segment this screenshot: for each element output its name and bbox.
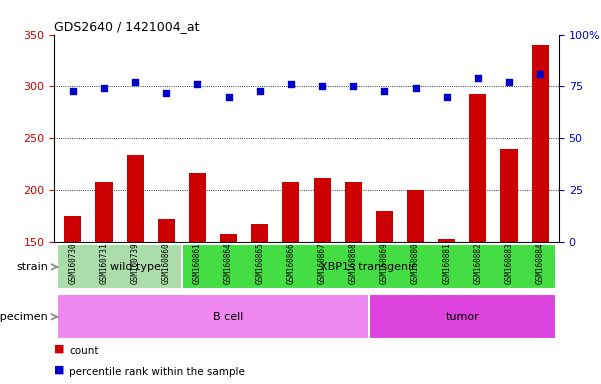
Bar — [532, 45, 549, 242]
Text: count: count — [69, 346, 99, 356]
Text: GSM160883: GSM160883 — [505, 242, 514, 283]
Point — [193, 81, 203, 88]
Text: GSM160869: GSM160869 — [380, 242, 389, 283]
Text: GSM160880: GSM160880 — [411, 242, 420, 283]
Bar — [127, 155, 144, 242]
Text: strain: strain — [16, 262, 48, 272]
Point — [473, 75, 483, 81]
Text: GSM160868: GSM160868 — [349, 242, 358, 283]
Text: GSM160864: GSM160864 — [224, 242, 233, 283]
Text: GSM160866: GSM160866 — [287, 242, 296, 283]
Point — [504, 79, 514, 85]
Text: GSM160884: GSM160884 — [535, 242, 545, 283]
FancyBboxPatch shape — [57, 245, 213, 290]
Point — [317, 83, 327, 89]
Point — [130, 79, 140, 85]
Text: specimen: specimen — [0, 312, 48, 322]
Point — [255, 88, 264, 94]
Bar — [469, 94, 486, 242]
FancyBboxPatch shape — [57, 294, 400, 339]
Text: GSM160861: GSM160861 — [193, 242, 202, 283]
Text: GSM160867: GSM160867 — [317, 242, 326, 283]
Point — [349, 83, 358, 89]
Text: wild type: wild type — [109, 262, 160, 272]
Point — [535, 71, 545, 77]
Bar — [251, 224, 268, 242]
Bar — [157, 219, 175, 242]
Text: GSM160865: GSM160865 — [255, 242, 264, 283]
Text: GDS2640 / 1421004_at: GDS2640 / 1421004_at — [54, 20, 200, 33]
Bar — [376, 211, 393, 242]
Text: GSM160739: GSM160739 — [130, 242, 139, 283]
Point — [286, 81, 296, 88]
Text: ■: ■ — [54, 343, 64, 353]
Bar — [501, 149, 517, 242]
Point — [380, 88, 389, 94]
Bar — [282, 182, 299, 242]
Bar — [189, 174, 206, 242]
Text: B cell: B cell — [213, 312, 244, 322]
Point — [442, 94, 451, 100]
Text: XBP1s transgenic: XBP1s transgenic — [320, 262, 418, 272]
Point — [68, 88, 78, 94]
FancyBboxPatch shape — [369, 294, 556, 339]
Text: ■: ■ — [54, 364, 64, 374]
Text: tumor: tumor — [445, 312, 479, 322]
Point — [162, 89, 171, 96]
Point — [224, 94, 233, 100]
Bar — [96, 182, 112, 242]
Text: GSM160731: GSM160731 — [99, 242, 108, 283]
Bar — [407, 190, 424, 242]
Bar — [64, 216, 81, 242]
Text: GSM160881: GSM160881 — [442, 242, 451, 283]
Text: GSM160882: GSM160882 — [474, 242, 483, 283]
Text: GSM160860: GSM160860 — [162, 242, 171, 283]
Bar — [438, 239, 456, 242]
Text: GSM160730: GSM160730 — [69, 242, 78, 283]
Bar — [314, 178, 331, 242]
Point — [410, 85, 420, 91]
Bar — [220, 233, 237, 242]
Bar — [345, 182, 362, 242]
Text: percentile rank within the sample: percentile rank within the sample — [69, 367, 245, 377]
Point — [99, 85, 109, 91]
FancyBboxPatch shape — [182, 245, 556, 290]
